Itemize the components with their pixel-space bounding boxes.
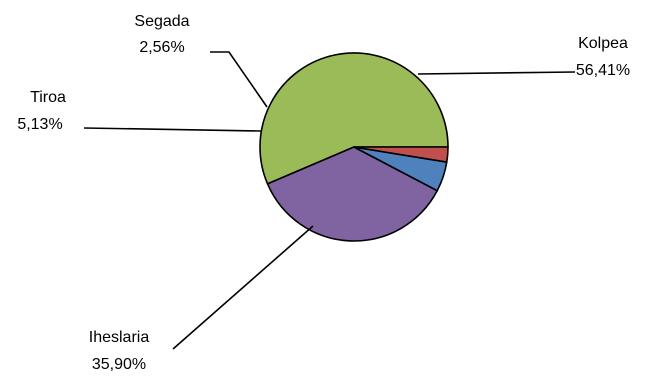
data-label-percent-kolpea: 56,41% — [576, 62, 630, 79]
leader-line-segada — [210, 51, 268, 108]
pie-slice-segada — [353, 146, 449, 163]
data-labels: Kolpea 56,41% Iheslaria 35,90% Tiroa 5,13% Seg… — [17, 13, 630, 373]
data-label-name-kolpea: Kolpea — [578, 35, 628, 52]
data-label-percent-segada: 2,56% — [139, 39, 184, 56]
data-label-name-tiroa: Tiroa — [30, 89, 66, 106]
leader-line-kolpea — [417, 71, 576, 75]
pie-slice-iheslaria — [266, 146, 439, 242]
data-label-percent-tiroa: 5,13% — [17, 116, 62, 133]
leader-line-iheslaria — [172, 225, 314, 350]
data-label-name-segada: Segada — [134, 13, 189, 30]
pie-slice-kolpea — [259, 52, 449, 185]
data-label-name-iheslaria: Iheslaria — [89, 329, 150, 346]
pie-slices — [259, 52, 449, 242]
data-label-percent-iheslaria: 35,90% — [92, 356, 146, 373]
leader-lines — [83, 51, 576, 350]
leader-line-tiroa — [83, 127, 262, 132]
